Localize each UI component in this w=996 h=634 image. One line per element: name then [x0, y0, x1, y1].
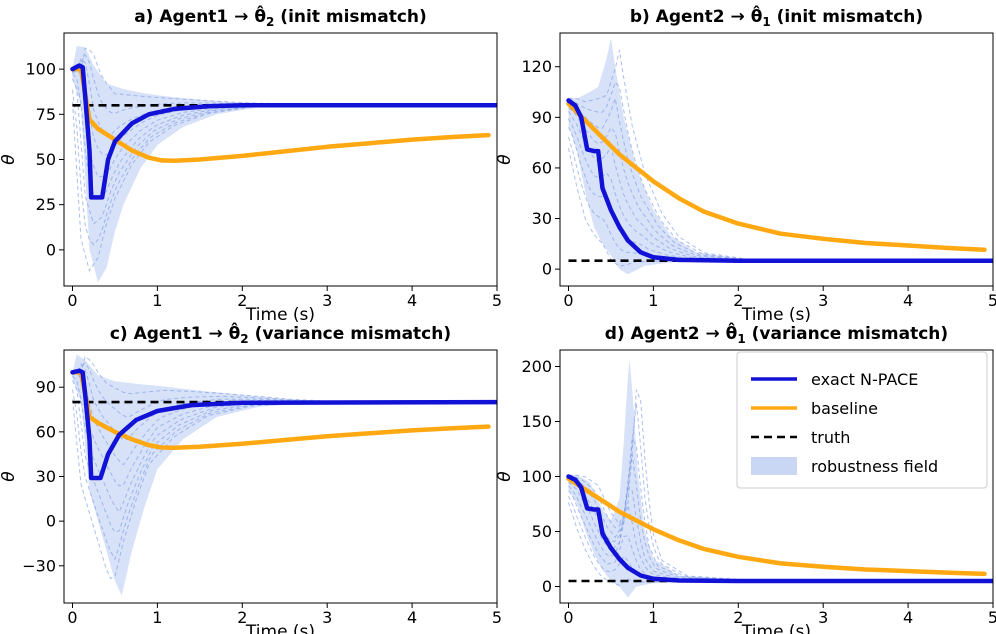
- legend-swatch-field: [751, 457, 797, 475]
- robustness-trajectory: [568, 81, 866, 261]
- panel-title: a) Agent1 → θ̂2 (init mismatch): [134, 4, 427, 29]
- panel-title: c) Agent1 → θ̂2 (variance mismatch): [110, 321, 451, 346]
- legend-label-truth: truth: [811, 428, 850, 447]
- x-tick-label: 5: [988, 608, 996, 627]
- y-tick-label: 100: [521, 467, 552, 486]
- robustness-field-band: [72, 354, 497, 596]
- x-tick-label: 5: [988, 291, 996, 310]
- panel-title: d) Agent2 → θ̂1 (variance mismatch): [605, 321, 948, 346]
- y-tick-label: 25: [36, 195, 56, 214]
- exact-npace-line: [566, 98, 993, 263]
- y-tick-label: 100: [25, 60, 56, 79]
- robustness-field-band: [568, 359, 993, 598]
- y-axis-label: θ: [495, 471, 515, 482]
- x-axis-label: Time (s): [245, 305, 315, 325]
- x-tick-label: 4: [903, 291, 913, 310]
- y-tick-label: 200: [521, 357, 552, 376]
- baseline-line: [566, 101, 987, 252]
- robustness-field-band: [72, 45, 497, 283]
- y-tick-label: 30: [532, 209, 552, 228]
- legend: exact N-PACE baseline truth robustness fiel…: [736, 351, 988, 489]
- x-tick-label: 2: [733, 608, 743, 627]
- y-tick-label: 120: [521, 57, 552, 76]
- baseline-line: [70, 370, 491, 451]
- x-tick-label: 1: [152, 608, 162, 627]
- x-tick-label: 1: [648, 291, 658, 310]
- x-axis-label: Time (s): [741, 622, 811, 634]
- panel-c: 0 1 2 3 4 5 −30 0 30 60 90 Time (s) θ c) Agent1 → θ̂2…: [0, 321, 502, 634]
- y-tick-label: 0: [46, 512, 56, 531]
- x-tick-label: 0: [563, 608, 573, 627]
- x-tick-label: 5: [492, 291, 502, 310]
- y-tick-label: 75: [36, 105, 56, 124]
- exact-npace-line: [566, 474, 993, 584]
- panel-b: 0 1 2 3 4 5 0 30 60 90 120 Time (s) θ b) Agent2 → θ̂1…: [495, 4, 996, 325]
- x-tick-label: 5: [492, 608, 502, 627]
- y-axis-label: θ: [0, 154, 19, 165]
- robustness-trajectory: [72, 65, 370, 156]
- exact-npace-line: [70, 63, 497, 200]
- x-tick-label: 2: [237, 608, 247, 627]
- plot-area-b: [566, 38, 993, 275]
- x-tick-label: 3: [322, 608, 332, 627]
- plot-area-a: [70, 45, 497, 283]
- panel-title: b) Agent2 → θ̂1 (init mismatch): [630, 4, 923, 29]
- x-tick-label: 2: [733, 291, 743, 310]
- y-tick-label: 0: [46, 240, 56, 259]
- y-tick-label: 0: [542, 260, 552, 279]
- robustness-field-band: [568, 38, 993, 275]
- x-tick-label: 2: [237, 291, 247, 310]
- y-tick-label: 0: [542, 577, 552, 596]
- legend-label-baseline: baseline: [811, 399, 878, 418]
- y-tick-label: 50: [532, 522, 552, 541]
- x-axis-label: Time (s): [245, 622, 315, 634]
- y-axis-label: θ: [0, 471, 19, 482]
- plot-area-c: [70, 354, 497, 596]
- x-tick-label: 1: [648, 608, 658, 627]
- x-tick-label: 4: [407, 291, 417, 310]
- x-axis-label: Time (s): [741, 305, 811, 325]
- y-tick-label: 60: [532, 158, 552, 177]
- y-tick-label: 90: [36, 378, 56, 397]
- y-tick-label: 30: [36, 467, 56, 486]
- y-tick-label: 90: [532, 108, 552, 127]
- plot-area-d: [566, 359, 993, 598]
- x-tick-label: 4: [407, 608, 417, 627]
- x-tick-label: 3: [322, 291, 332, 310]
- x-tick-label: 0: [563, 291, 573, 310]
- y-tick-label: 150: [521, 412, 552, 431]
- x-tick-label: 1: [152, 291, 162, 310]
- exact-npace-line: [70, 368, 497, 481]
- x-tick-label: 0: [67, 608, 77, 627]
- x-tick-label: 3: [818, 608, 828, 627]
- legend-label-field: robustness field: [811, 457, 938, 476]
- x-tick-label: 3: [818, 291, 828, 310]
- baseline-line: [70, 66, 491, 164]
- robustness-trajectory: [72, 399, 370, 580]
- x-tick-label: 0: [67, 291, 77, 310]
- y-tick-label: 60: [36, 422, 56, 441]
- legend-box: [736, 351, 988, 489]
- robustness-trajectory: [72, 363, 370, 441]
- robustness-trajectory: [72, 47, 370, 106]
- y-tick-label: −30: [22, 556, 56, 575]
- baseline-line: [566, 476, 987, 577]
- x-tick-label: 4: [903, 608, 913, 627]
- axes-frame: [559, 32, 994, 287]
- y-tick-label: 50: [36, 150, 56, 169]
- y-axis-label: θ: [495, 154, 515, 165]
- legend-label-exact: exact N-PACE: [811, 370, 918, 389]
